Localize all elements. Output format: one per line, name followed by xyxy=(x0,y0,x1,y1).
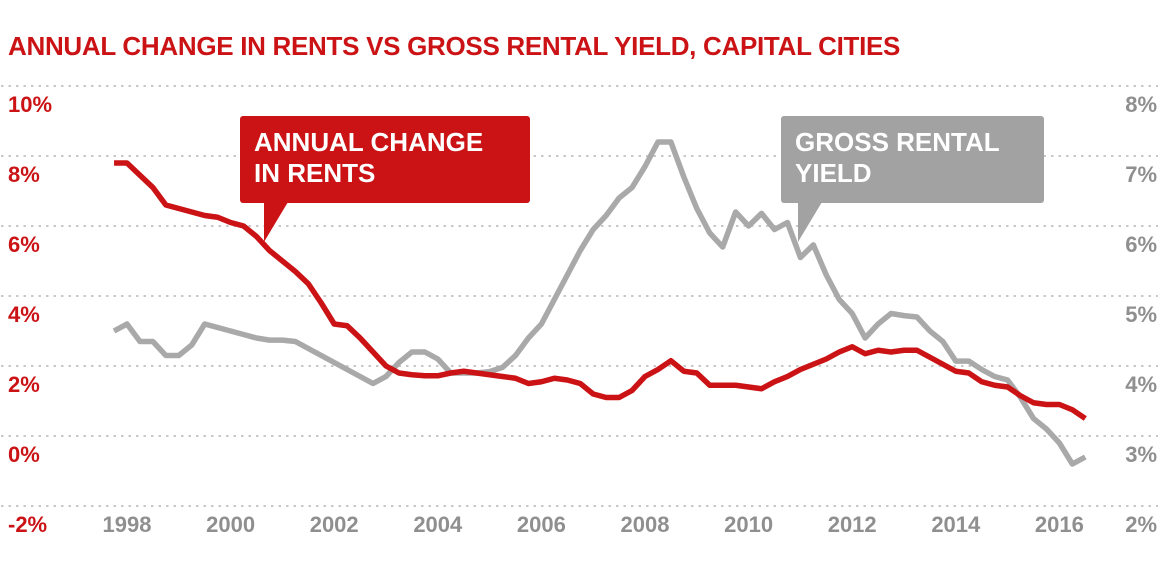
right-axis-tick: 5% xyxy=(1125,302,1157,327)
left-axis-tick: 4% xyxy=(8,302,40,327)
right-axis-tick: 2% xyxy=(1125,512,1157,537)
left-axis-tick: 6% xyxy=(8,232,40,257)
x-axis-tick: 2010 xyxy=(724,512,774,537)
left-axis-tick: 8% xyxy=(8,162,40,187)
rents-line xyxy=(114,160,1087,421)
rents-callout-line1: ANNUAL CHANGE xyxy=(254,127,484,157)
x-axis-tick: 2014 xyxy=(931,512,981,537)
x-axis-tick: 2004 xyxy=(413,512,463,537)
right-axis-tick: 7% xyxy=(1125,162,1157,187)
x-axis-tick: 2016 xyxy=(1034,512,1084,537)
right-axis-tick: 4% xyxy=(1125,372,1157,397)
rents-series-callout: ANNUAL CHANGE IN RENTS xyxy=(240,116,530,203)
yield-callout-pointer xyxy=(798,202,822,242)
x-axis-tick: 2006 xyxy=(516,512,566,537)
left-axis-tick: 10% xyxy=(8,92,53,117)
left-axis-tick: 0% xyxy=(8,442,40,467)
yield-callout-line2: YIELD xyxy=(795,158,872,188)
right-axis-tick: 3% xyxy=(1125,442,1157,467)
right-axis-tick: 6% xyxy=(1125,232,1157,257)
x-axis-tick: 1998 xyxy=(102,512,152,537)
x-axis-tick: 2000 xyxy=(206,512,256,537)
rents-callout-line2: IN RENTS xyxy=(254,158,376,188)
yield-callout-line1: GROSS RENTAL xyxy=(795,127,1000,157)
x-axis-tick: 2012 xyxy=(827,512,877,537)
rents-callout-pointer xyxy=(264,202,288,242)
left-axis-tick: -2% xyxy=(8,512,48,537)
yield-line xyxy=(112,139,1087,467)
left-axis-tick: 2% xyxy=(8,372,40,397)
chart-title: ANNUAL CHANGE IN RENTS VS GROSS RENTAL Y… xyxy=(8,31,901,61)
right-axis-tick: 8% xyxy=(1125,92,1157,117)
x-axis-tick: 2002 xyxy=(309,512,359,537)
yield-series-callout: GROSS RENTAL YIELD xyxy=(781,116,1044,203)
x-axis-tick: 2008 xyxy=(620,512,670,537)
